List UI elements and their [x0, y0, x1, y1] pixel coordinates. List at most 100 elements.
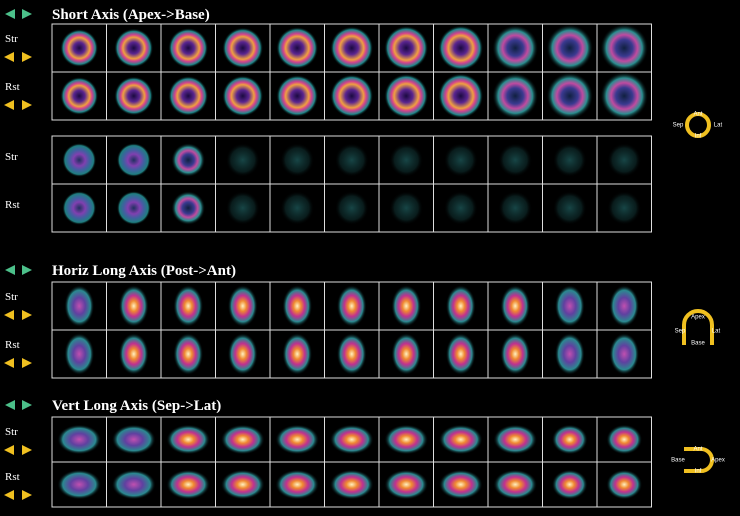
row-prev[interactable]	[4, 445, 14, 455]
key-label: Base	[671, 458, 685, 464]
scan-image	[276, 75, 319, 117]
key-label: Lat	[712, 329, 721, 335]
key-ring	[685, 112, 711, 138]
row-label: Rst	[5, 471, 20, 483]
scan-image	[600, 24, 649, 72]
scan-image	[492, 25, 539, 71]
row-next[interactable]	[22, 310, 32, 320]
scan-image	[546, 24, 594, 72]
scan-image	[276, 27, 319, 69]
row-prev[interactable]	[4, 100, 14, 110]
scan-image	[282, 285, 313, 327]
row-prev[interactable]	[4, 52, 14, 62]
key-label: Ant	[693, 447, 702, 453]
scan-image	[111, 424, 156, 455]
scan-image	[334, 143, 369, 177]
key-label: Inf	[695, 134, 702, 140]
nav-prev[interactable]	[5, 265, 15, 275]
scan-image	[551, 469, 588, 500]
scan-image	[173, 333, 204, 375]
scan-image	[492, 73, 539, 119]
scan-image	[606, 424, 643, 455]
scan-image	[166, 424, 211, 455]
scan-image	[493, 469, 538, 500]
row-next[interactable]	[22, 52, 32, 62]
scan-image	[222, 75, 264, 117]
scan-image	[60, 77, 99, 115]
section-title: Short Axis (Apex->Base)	[52, 7, 210, 23]
scan-image	[114, 76, 154, 116]
scan-image	[118, 333, 149, 375]
scan-image	[280, 191, 315, 225]
scan-image	[225, 191, 260, 225]
scan-image	[171, 191, 206, 225]
row-label: Rst	[5, 199, 20, 211]
row-label: Str	[5, 426, 18, 438]
scan-image	[57, 424, 102, 455]
scan-image	[62, 191, 97, 225]
scan-image	[220, 469, 265, 500]
key-label: Inf	[695, 469, 702, 475]
nav-next[interactable]	[22, 265, 32, 275]
scan-image	[62, 143, 97, 177]
scan-image	[607, 143, 642, 177]
row-label: Str	[5, 33, 18, 45]
key-label: Ant	[693, 112, 702, 118]
row-label: Rst	[5, 339, 20, 351]
row-next[interactable]	[22, 100, 32, 110]
nav-next[interactable]	[22, 400, 32, 410]
row-prev[interactable]	[4, 358, 14, 368]
row-label: Str	[5, 151, 18, 163]
scan-image	[336, 333, 367, 375]
scan-image	[111, 469, 156, 500]
scan-image	[225, 143, 260, 177]
scan-image	[554, 333, 585, 375]
key-label: Apex	[691, 315, 705, 321]
scan-image	[222, 27, 264, 69]
scan-image	[438, 424, 483, 455]
scan-image	[600, 72, 649, 120]
row-next[interactable]	[22, 358, 32, 368]
scan-image	[445, 285, 476, 327]
key-arch	[684, 447, 714, 473]
key-arch	[682, 309, 714, 345]
scan-image	[282, 333, 313, 375]
scan-image	[389, 191, 424, 225]
key-label: Sep	[675, 329, 686, 335]
scan-image	[443, 143, 478, 177]
scan-image	[166, 469, 211, 500]
scan-image	[57, 469, 102, 500]
scan-image	[330, 26, 374, 70]
nav-prev[interactable]	[5, 400, 15, 410]
nav-next[interactable]	[22, 9, 32, 19]
scan-image	[607, 191, 642, 225]
row-next[interactable]	[22, 490, 32, 500]
scan-image	[609, 333, 640, 375]
scan-image	[336, 285, 367, 327]
row-label: Str	[5, 291, 18, 303]
row-prev[interactable]	[4, 490, 14, 500]
scan-image	[173, 285, 204, 327]
scan-image	[606, 469, 643, 500]
scan-image	[384, 26, 429, 70]
scan-image	[116, 143, 151, 177]
scan-image	[329, 424, 374, 455]
nav-prev[interactable]	[5, 9, 15, 19]
section-title: Horiz Long Axis (Post->Ant)	[52, 263, 236, 279]
scan-image	[227, 285, 258, 327]
scan-image	[438, 469, 483, 500]
scan-image	[391, 285, 422, 327]
row-prev[interactable]	[4, 310, 14, 320]
key-label: Base	[691, 341, 705, 347]
scan-image	[438, 25, 484, 71]
key-label: Lat	[714, 123, 723, 129]
scan-image	[384, 469, 429, 500]
scan-image	[280, 143, 315, 177]
scan-image	[330, 74, 374, 118]
scan-image	[500, 285, 531, 327]
row-next[interactable]	[22, 445, 32, 455]
scan-image	[334, 191, 369, 225]
scan-image	[391, 333, 422, 375]
scan-image	[384, 424, 429, 455]
